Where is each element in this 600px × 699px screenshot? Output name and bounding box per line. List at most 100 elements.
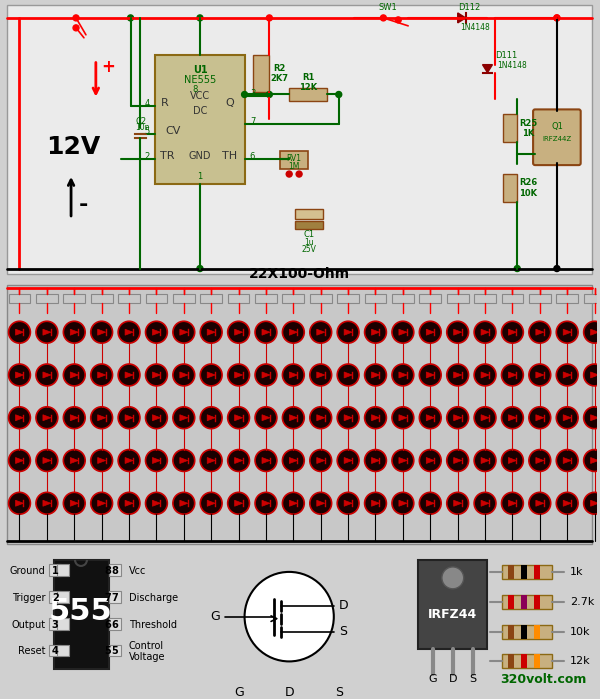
Polygon shape bbox=[180, 415, 188, 421]
Text: 5: 5 bbox=[104, 647, 111, 656]
Text: Trigger: Trigger bbox=[12, 593, 45, 603]
Polygon shape bbox=[289, 500, 298, 506]
Bar bbox=[283, 294, 304, 303]
Circle shape bbox=[447, 449, 469, 471]
Circle shape bbox=[8, 322, 31, 343]
Polygon shape bbox=[508, 372, 517, 378]
Text: 1u: 1u bbox=[304, 238, 314, 247]
Circle shape bbox=[310, 449, 332, 471]
Bar bbox=[295, 221, 323, 229]
Polygon shape bbox=[454, 329, 461, 336]
Circle shape bbox=[380, 15, 386, 21]
Circle shape bbox=[8, 364, 31, 386]
Circle shape bbox=[8, 449, 31, 471]
Text: R2
2K7: R2 2K7 bbox=[270, 64, 288, 83]
Bar bbox=[508, 654, 514, 668]
Polygon shape bbox=[180, 329, 188, 336]
Bar bbox=[57, 591, 69, 603]
Bar bbox=[534, 595, 540, 609]
Circle shape bbox=[529, 449, 551, 471]
Text: Discharge: Discharge bbox=[128, 593, 178, 603]
Bar bbox=[365, 294, 386, 303]
Text: Vcc: Vcc bbox=[128, 566, 146, 576]
Circle shape bbox=[245, 572, 334, 661]
Circle shape bbox=[419, 407, 441, 428]
Polygon shape bbox=[399, 329, 407, 336]
Text: G: G bbox=[210, 610, 220, 623]
Circle shape bbox=[442, 567, 464, 589]
Polygon shape bbox=[70, 372, 78, 378]
Circle shape bbox=[64, 449, 85, 471]
Text: U1: U1 bbox=[193, 64, 207, 75]
Polygon shape bbox=[180, 372, 188, 378]
Text: 1: 1 bbox=[52, 566, 59, 576]
Circle shape bbox=[64, 407, 85, 428]
Bar bbox=[227, 294, 250, 303]
Polygon shape bbox=[590, 458, 599, 463]
Polygon shape bbox=[536, 500, 544, 506]
Polygon shape bbox=[344, 329, 352, 336]
Bar bbox=[447, 294, 469, 303]
Text: 1M: 1M bbox=[289, 162, 300, 171]
Polygon shape bbox=[590, 372, 599, 378]
Circle shape bbox=[529, 407, 551, 428]
Bar bbox=[521, 595, 527, 609]
Circle shape bbox=[173, 449, 195, 471]
Polygon shape bbox=[317, 415, 325, 421]
Bar bbox=[503, 174, 517, 202]
Text: TH: TH bbox=[222, 151, 237, 161]
Polygon shape bbox=[399, 458, 407, 463]
Polygon shape bbox=[317, 329, 325, 336]
Polygon shape bbox=[481, 500, 489, 506]
Polygon shape bbox=[426, 372, 434, 378]
Circle shape bbox=[200, 449, 222, 471]
Polygon shape bbox=[399, 372, 407, 378]
Circle shape bbox=[128, 15, 134, 21]
Polygon shape bbox=[536, 458, 544, 463]
Polygon shape bbox=[590, 415, 599, 421]
Circle shape bbox=[310, 322, 332, 343]
Circle shape bbox=[337, 322, 359, 343]
Circle shape bbox=[173, 407, 195, 428]
Text: R26
10K: R26 10K bbox=[519, 178, 537, 198]
Circle shape bbox=[91, 364, 113, 386]
Circle shape bbox=[36, 492, 58, 514]
Text: 2: 2 bbox=[145, 152, 150, 161]
Circle shape bbox=[73, 15, 79, 21]
Circle shape bbox=[8, 407, 31, 428]
Circle shape bbox=[227, 322, 250, 343]
Text: +: + bbox=[101, 57, 115, 75]
Circle shape bbox=[227, 449, 250, 471]
Circle shape bbox=[556, 492, 578, 514]
Polygon shape bbox=[180, 458, 188, 463]
Text: 555: 555 bbox=[49, 597, 113, 626]
Polygon shape bbox=[563, 372, 571, 378]
Polygon shape bbox=[125, 458, 133, 463]
Circle shape bbox=[556, 449, 578, 471]
Bar bbox=[36, 294, 58, 303]
Polygon shape bbox=[454, 458, 461, 463]
Bar bbox=[310, 294, 332, 303]
Text: NE555: NE555 bbox=[184, 75, 216, 85]
Circle shape bbox=[266, 15, 272, 21]
Text: S: S bbox=[469, 675, 476, 684]
Polygon shape bbox=[371, 372, 379, 378]
Bar bbox=[502, 625, 552, 639]
Circle shape bbox=[392, 492, 414, 514]
Circle shape bbox=[283, 322, 304, 343]
Polygon shape bbox=[125, 415, 133, 421]
Text: 8: 8 bbox=[193, 85, 197, 94]
Bar bbox=[502, 654, 552, 668]
Bar bbox=[474, 294, 496, 303]
Polygon shape bbox=[563, 415, 571, 421]
Text: Output: Output bbox=[11, 619, 45, 630]
Text: 2: 2 bbox=[52, 593, 59, 603]
Text: 8: 8 bbox=[104, 566, 111, 576]
Polygon shape bbox=[262, 329, 270, 336]
Circle shape bbox=[419, 364, 441, 386]
Polygon shape bbox=[70, 329, 78, 336]
Polygon shape bbox=[289, 415, 298, 421]
Circle shape bbox=[529, 492, 551, 514]
Polygon shape bbox=[152, 415, 160, 421]
Text: 320volt.com: 320volt.com bbox=[500, 673, 587, 686]
